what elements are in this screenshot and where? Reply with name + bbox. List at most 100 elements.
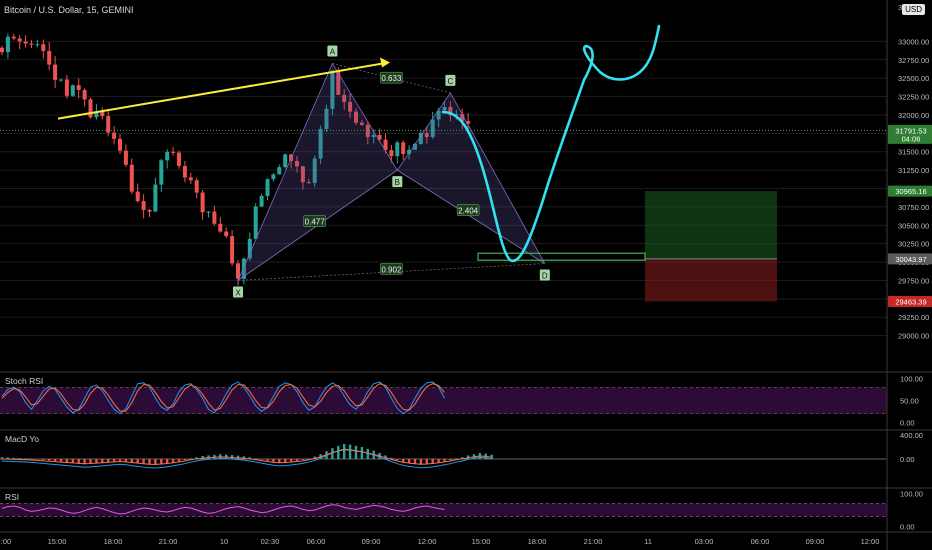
candle-body	[212, 211, 217, 224]
signal-line	[1, 449, 492, 465]
candle-body	[442, 107, 447, 111]
histogram-bar	[177, 459, 181, 462]
histogram-bar	[443, 459, 446, 462]
pattern-point-badge	[327, 45, 338, 57]
candle-body	[383, 139, 388, 151]
candle-body	[11, 36, 16, 39]
histogram-bar	[142, 459, 145, 465]
candle-body	[230, 236, 235, 264]
histogram-bar	[301, 459, 305, 460]
target-price-tag: 30965.16	[895, 187, 926, 196]
histogram-bar	[337, 445, 340, 459]
candle-body	[413, 144, 417, 150]
time-tick-label: 11	[644, 537, 652, 546]
stop-price-tag: 29463.39	[895, 298, 926, 307]
candle-body	[295, 160, 299, 167]
indicator-series-line	[1, 504, 445, 515]
histogram-bar	[148, 459, 151, 465]
candle-body	[365, 124, 370, 138]
histogram-bar	[343, 444, 346, 459]
pattern-point-a: A	[330, 47, 336, 56]
histogram-bar	[272, 459, 275, 462]
entry-price-tag: 30043.97	[895, 255, 926, 264]
candle-body	[259, 195, 264, 207]
candle-body	[241, 258, 246, 279]
ratio-badge	[380, 71, 403, 84]
candle-body	[436, 110, 441, 120]
histogram-bar	[154, 459, 157, 465]
candle-body	[407, 149, 412, 155]
ratio-label: 0.633	[381, 74, 402, 83]
candle-body	[377, 135, 382, 140]
candle-body	[23, 41, 28, 44]
time-tick-label: 10	[220, 537, 228, 546]
histogram-bar	[254, 458, 257, 459]
histogram-bar	[118, 459, 122, 461]
histogram-bar	[431, 459, 434, 464]
pane-tick-label: 0.00	[900, 523, 915, 532]
time-tick-label: 09:00	[806, 537, 825, 546]
histogram-bar	[236, 455, 240, 459]
candle-body	[283, 154, 288, 168]
price-tick-label: 29000.00	[898, 332, 929, 341]
current-price-tag-countdown: 04:06	[902, 134, 921, 143]
candle-body	[342, 94, 347, 103]
indicator-band	[0, 503, 887, 517]
price-tick-label: 30250.00	[898, 240, 929, 249]
macd-line	[1, 448, 492, 469]
price-tick-label: 32000.00	[898, 111, 929, 120]
candle-body	[100, 111, 105, 117]
candle-body	[401, 142, 406, 155]
current-price-tag-bg	[888, 124, 932, 144]
candle-body	[153, 184, 158, 212]
candle-body	[59, 79, 63, 81]
histogram-bar	[166, 459, 169, 464]
ratio-badge	[303, 215, 326, 227]
pattern-point-badge	[539, 269, 550, 281]
candle-body	[448, 107, 453, 116]
histogram-bar	[24, 458, 27, 459]
time-axis: :00 15:00 18:00 21:00 10 02:30 06:00 09:00 12:00…	[0, 531, 932, 546]
histogram-bar	[36, 459, 39, 460]
time-tick-label: 18:00	[104, 537, 123, 546]
ratio-label: 0.902	[381, 265, 402, 274]
position-zones	[645, 191, 777, 302]
pattern-point-d: D	[542, 272, 548, 281]
histogram-bar	[307, 458, 310, 459]
time-tick-label: 06:00	[751, 537, 770, 546]
histogram-bar	[59, 459, 63, 462]
time-tick-label: 21:00	[159, 537, 178, 546]
harmonic-pattern: X A B C D 0.633 0.477 2.404 0.902	[233, 45, 646, 298]
target-zone	[645, 191, 777, 259]
candle-body	[206, 211, 211, 213]
time-tick-label: 12:00	[861, 537, 880, 546]
histogram-bar	[183, 459, 187, 461]
histogram-bar	[71, 459, 74, 463]
currency-badge[interactable]: USD	[902, 4, 925, 15]
candle-body	[371, 135, 376, 138]
histogram-bar	[77, 459, 80, 464]
time-tick-label: 15:00	[472, 537, 491, 546]
candle-body	[454, 114, 459, 116]
histogram-bar	[449, 459, 452, 461]
target-price-tag-bg	[888, 185, 932, 197]
histogram-bar	[30, 458, 33, 460]
trend-arrow-head	[380, 57, 390, 68]
histogram-bar	[348, 444, 352, 459]
histogram-bar	[284, 459, 287, 463]
time-tick-label: 03:00	[695, 537, 714, 546]
candle-body	[318, 129, 323, 159]
time-tick-label: 06:00	[307, 537, 326, 546]
stop-price-tag-bg	[888, 296, 932, 308]
candle-body	[118, 138, 122, 151]
histogram-bar	[130, 459, 133, 463]
histogram-bar	[278, 459, 281, 463]
histogram-bar	[12, 457, 15, 459]
histogram-bar	[65, 459, 69, 463]
histogram-bar	[461, 457, 464, 459]
histogram-bar	[455, 458, 458, 459]
pattern-point-badge	[445, 74, 456, 86]
candle-body	[247, 238, 252, 259]
pane-title: MacD Yo	[5, 434, 39, 444]
